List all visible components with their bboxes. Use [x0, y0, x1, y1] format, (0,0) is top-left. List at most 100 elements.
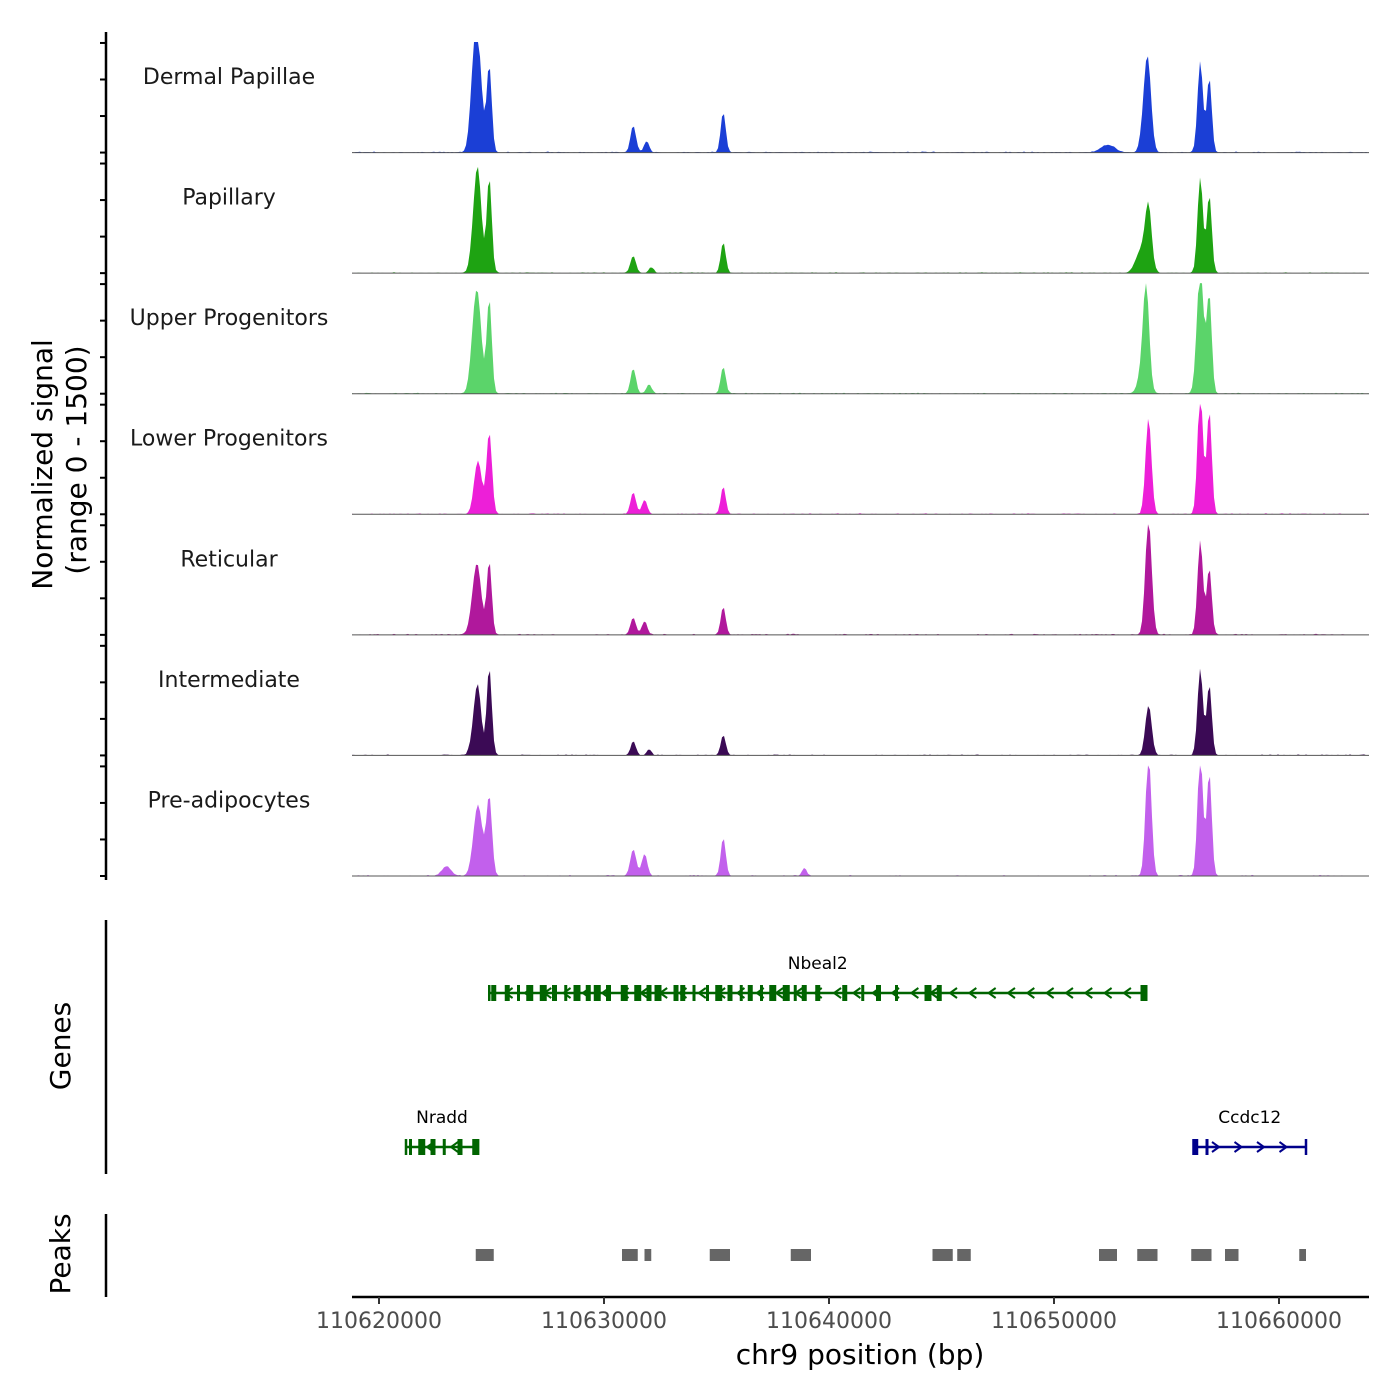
gene-label: Nbeal2: [788, 954, 848, 974]
gene-strand-arrow: [1044, 987, 1055, 999]
gene-exon: [924, 985, 932, 1001]
gene-strand-arrow: [561, 987, 572, 999]
track-label: Papillary: [182, 186, 276, 211]
gene-exon: [539, 985, 547, 1001]
y-axis-title-line-1: Normalized signal: [26, 339, 59, 590]
gene-label: Nradd: [416, 1108, 468, 1128]
gene-strand-arrow: [1122, 987, 1132, 999]
peaks-track: [475, 1249, 1306, 1261]
track-4: Reticular: [180, 524, 1369, 636]
gene-strand-arrow: [1211, 1141, 1221, 1153]
track-label: Lower Progenitors: [130, 427, 328, 452]
peak-region: [790, 1249, 811, 1261]
gene-strand-arrow: [1278, 1141, 1289, 1153]
signal-area-2: [352, 283, 1369, 394]
gene-exon: [526, 985, 534, 1001]
gene-exon: [1193, 1139, 1199, 1155]
track-3: Lower Progenitors: [130, 403, 1369, 515]
gene-strand-arrow: [1102, 987, 1113, 999]
gene-exon: [876, 985, 881, 1001]
gene-exon: [936, 985, 942, 1001]
gene-exon: [491, 985, 497, 1001]
peak-region: [622, 1249, 638, 1261]
peak-region: [1099, 1249, 1117, 1261]
signal-area-0: [352, 42, 1369, 153]
signal-area-1: [352, 166, 1369, 274]
gene-exon: [706, 985, 709, 1001]
peak-region: [709, 1249, 730, 1261]
peak-region: [932, 1249, 953, 1261]
signal-y-axis-ticks: [100, 41, 106, 877]
gene-label: Ccdc12: [1218, 1108, 1281, 1128]
peak-region: [957, 1249, 971, 1261]
x-tick-label: 110650000: [991, 1309, 1117, 1334]
gene-exon: [593, 985, 601, 1001]
gene-exon: [739, 985, 743, 1001]
gene-exon: [634, 985, 642, 1001]
gene-ccdc12: Ccdc12: [1192, 1108, 1308, 1155]
track-5: Intermediate: [158, 668, 1369, 756]
y-axis-title: Normalized signal (range 0 - 1500): [26, 330, 93, 589]
gene-strand-arrow: [948, 987, 958, 999]
gene-strand-arrow: [851, 987, 861, 999]
peak-region: [644, 1249, 652, 1261]
gene-strand-arrow: [1233, 1141, 1244, 1153]
genes-track: Nbeal2 Nradd Ccdc12: [404, 954, 1308, 1155]
peaks-track-title: Peaks: [44, 1213, 77, 1294]
x-axis-title: chr9 position (bp): [736, 1338, 985, 1371]
gene-exon: [442, 1139, 446, 1155]
signal-area-6: [352, 765, 1369, 876]
gene-exon: [573, 985, 581, 1001]
gene-exon: [747, 985, 753, 1001]
gene-exon: [517, 985, 520, 1001]
genes-track-title: Genes: [44, 1002, 77, 1090]
peak-region: [1137, 1249, 1158, 1261]
gene-strand-arrow: [986, 987, 997, 999]
gene-strand-arrow: [909, 987, 919, 999]
gene-exon: [654, 985, 662, 1001]
gene-strand-arrow: [1006, 987, 1016, 999]
gene-exon: [606, 985, 611, 1001]
gene-strand-arrow: [1083, 987, 1093, 999]
track-6: Pre-adipocytes: [148, 765, 1369, 877]
track-label: Upper Progenitors: [130, 306, 329, 331]
peak-region: [1191, 1249, 1212, 1261]
gene-exon: [430, 1139, 436, 1155]
peak-region: [475, 1249, 494, 1261]
signal-area-5: [352, 668, 1369, 756]
gene-exon: [760, 985, 763, 1001]
x-tick-label: 110630000: [541, 1309, 667, 1334]
gene-exon: [1205, 1139, 1209, 1155]
gene-exon: [680, 985, 686, 1001]
gene-exon: [409, 1139, 412, 1155]
gene-exon: [842, 985, 848, 1001]
gene-exon: [457, 1139, 463, 1155]
x-tick-label: 110620000: [316, 1309, 442, 1334]
gene-strand-arrow: [967, 987, 977, 999]
gene-strand-arrow: [449, 1141, 459, 1153]
track-0: Dermal Papillae: [143, 42, 1369, 154]
gene-strand-arrow: [1064, 987, 1074, 999]
gene-exon: [585, 985, 591, 1001]
gene-exon: [793, 985, 797, 1001]
track-label: Dermal Papillae: [143, 65, 315, 90]
gene-exon: [727, 985, 733, 1001]
gene-exon: [620, 985, 628, 1001]
gene-exon: [692, 985, 696, 1001]
track-2: Upper Progenitors: [130, 283, 1369, 395]
gene-exon: [861, 985, 865, 1001]
gene-exon: [472, 1139, 480, 1155]
peak-region: [1299, 1249, 1306, 1261]
gene-exon: [801, 985, 807, 1001]
signal-area-3: [352, 403, 1369, 515]
signal-tracks: Dermal Papillae Papillary Upper Progenitor…: [130, 42, 1369, 877]
track-1: Papillary: [182, 166, 1369, 274]
gene-exon: [504, 985, 510, 1001]
track-label: Intermediate: [158, 668, 300, 693]
gene-exon: [646, 985, 652, 1001]
gene-exon: [564, 985, 568, 1001]
gene-nbeal2: Nbeal2: [488, 954, 1148, 1001]
gene-strand-arrow: [1256, 1141, 1266, 1153]
